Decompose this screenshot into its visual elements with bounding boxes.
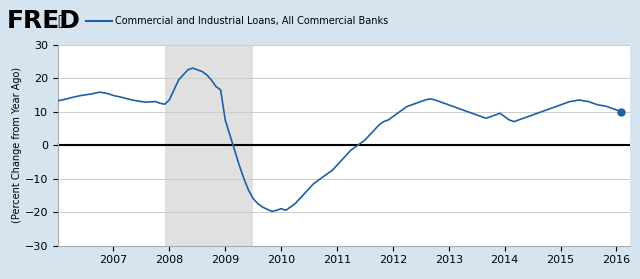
Text: FRED: FRED (6, 9, 80, 33)
Y-axis label: (Percent Change from Year Ago): (Percent Change from Year Ago) (12, 67, 22, 223)
Text: Commercial and Industrial Loans, All Commercial Banks: Commercial and Industrial Loans, All Com… (115, 16, 388, 26)
Bar (164, 45, 253, 246)
Text: 🗠: 🗠 (58, 14, 66, 28)
